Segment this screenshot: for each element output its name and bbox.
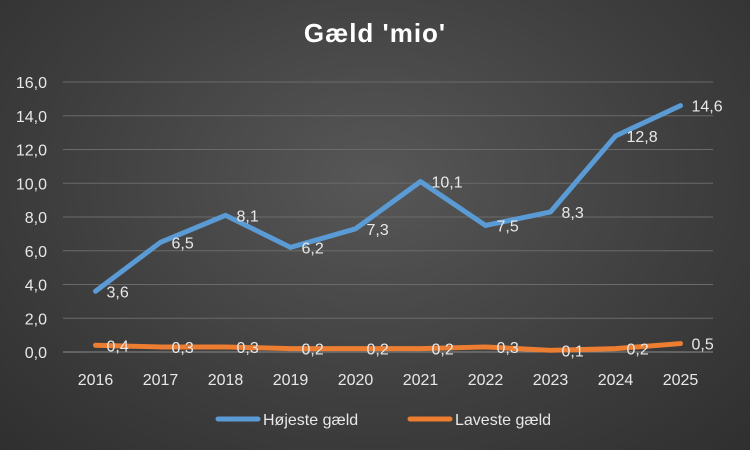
data-label: 0,2 <box>627 342 649 359</box>
x-tick-label: 2024 <box>598 372 634 389</box>
y-tick-label: 4,0 <box>25 278 47 295</box>
x-tick-label: 2016 <box>78 372 114 389</box>
y-tick-label: 14,0 <box>16 109 47 126</box>
x-tick-label: 2023 <box>533 372 569 389</box>
y-tick-label: 6,0 <box>25 244 47 261</box>
data-label: 14,6 <box>692 99 723 116</box>
data-label: 12,8 <box>627 129 658 146</box>
data-label: 0,2 <box>367 342 389 359</box>
x-tick-label: 2021 <box>403 372 439 389</box>
legend-label: Højeste gæld <box>263 412 358 429</box>
data-label: 7,3 <box>367 222 389 239</box>
data-label: 8,3 <box>562 205 584 222</box>
data-label: 0,2 <box>432 342 454 359</box>
series-line-1 <box>93 103 683 294</box>
data-label: 0,1 <box>562 343 584 360</box>
y-tick-label: 10,0 <box>16 176 47 193</box>
x-tick-label: 2025 <box>663 372 699 389</box>
legend-label: Laveste gæld <box>455 412 551 429</box>
series-line-2 <box>93 341 683 353</box>
chart-title: Gæld 'mio' <box>303 18 447 48</box>
y-tick-label: 12,0 <box>16 143 47 160</box>
y-tick-label: 8,0 <box>25 210 47 227</box>
data-label: 0,3 <box>172 340 194 357</box>
x-tick-label: 2022 <box>468 372 504 389</box>
y-tick-label: 16,0 <box>16 75 47 92</box>
data-label: 3,6 <box>107 284 129 301</box>
data-label: 6,2 <box>302 240 324 257</box>
data-label: 0,4 <box>107 338 129 355</box>
data-label: 0,2 <box>302 342 324 359</box>
data-label: 10,1 <box>432 175 463 192</box>
data-label: 6,5 <box>172 235 194 252</box>
x-tick-label: 2017 <box>143 372 179 389</box>
data-label: 0,5 <box>692 337 714 354</box>
x-tick-label: 2018 <box>208 372 244 389</box>
x-tick-label: 2020 <box>338 372 374 389</box>
data-label: 8,1 <box>237 208 259 225</box>
y-tick-label: 0,0 <box>25 345 47 362</box>
data-label: 7,5 <box>497 218 519 235</box>
x-tick-label: 2019 <box>273 372 309 389</box>
data-label: 0,3 <box>497 340 519 357</box>
y-tick-label: 2,0 <box>25 311 47 328</box>
data-label: 0,3 <box>237 340 259 357</box>
